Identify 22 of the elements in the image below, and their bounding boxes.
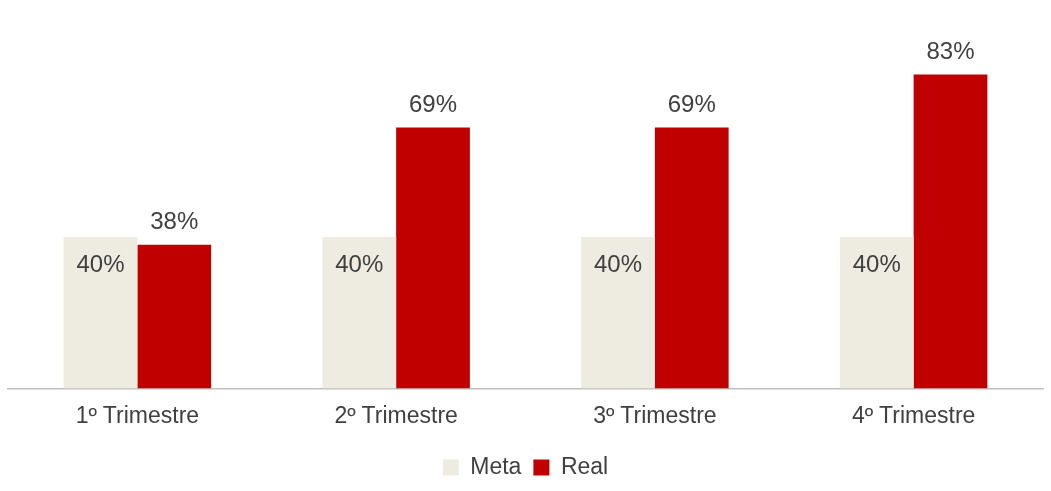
x-tick-label: 4º Trimestre (851, 401, 976, 428)
legend-label: Meta (470, 452, 522, 479)
data-label: 40% (593, 249, 643, 277)
bar (913, 74, 988, 389)
x-tick-label: 3º Trimestre (593, 401, 717, 428)
bar (137, 244, 212, 389)
data-label: 69% (667, 90, 716, 118)
data-label: 69% (408, 90, 458, 118)
data-label: 38% (150, 207, 199, 235)
bar (581, 237, 655, 389)
bar (63, 237, 138, 389)
data-label: 40% (335, 249, 384, 277)
x-tick-label: 1º Trimestre (75, 401, 200, 428)
data-label: 83% (926, 37, 975, 65)
x-tick-label: 2º Trimestre (334, 401, 458, 428)
bar (396, 127, 470, 389)
data-label: 40% (76, 249, 125, 277)
data-label: 40% (852, 249, 901, 277)
legend-label: Real (560, 452, 609, 479)
bar (322, 237, 397, 389)
bar (654, 127, 729, 389)
bar (839, 237, 914, 389)
